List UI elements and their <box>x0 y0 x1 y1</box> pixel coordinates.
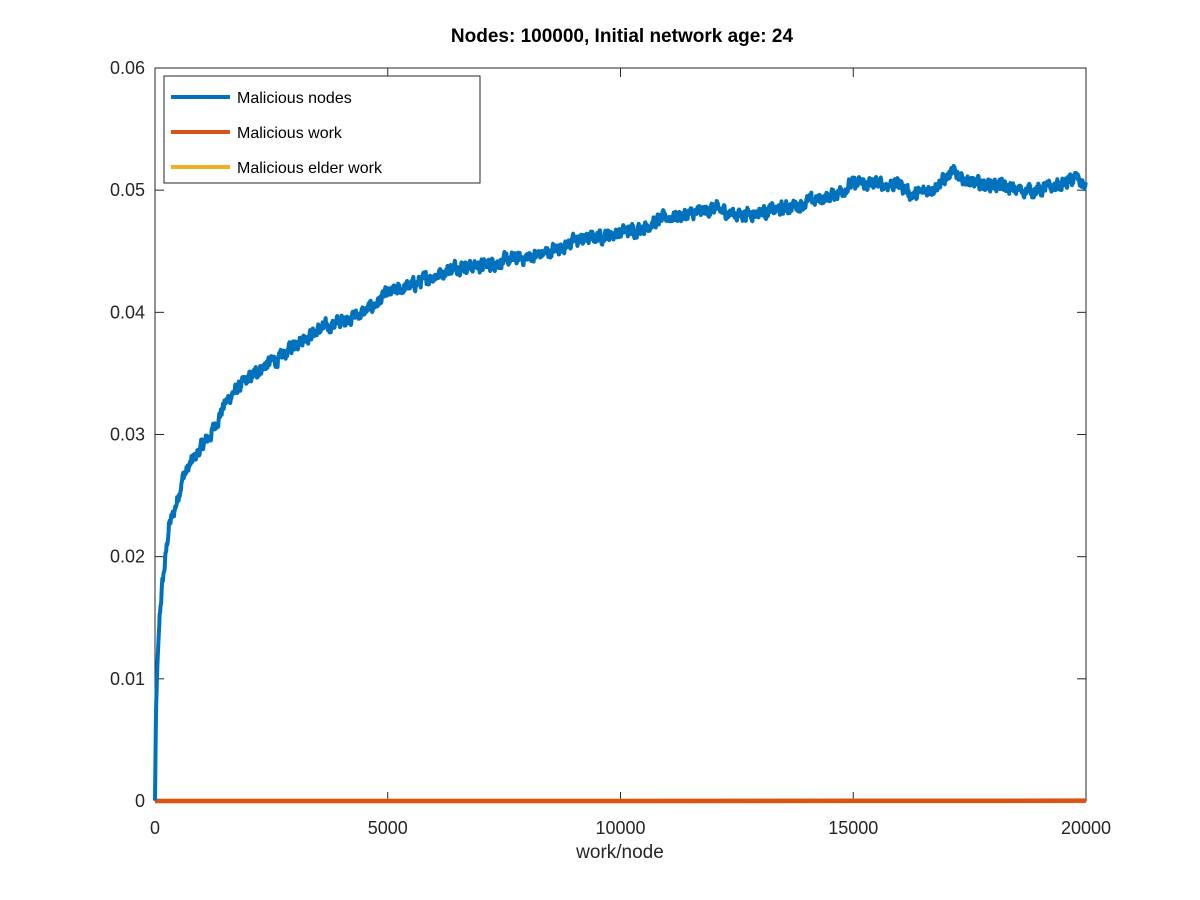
y-tick-label: 0 <box>135 791 145 811</box>
y-tick-label: 0.01 <box>110 669 145 689</box>
series-layer <box>153 163 1088 804</box>
chart-title: Nodes: 100000, Initial network age: 24 <box>451 26 794 47</box>
legend-label: Malicious elder work <box>237 160 383 177</box>
legend-label: Malicious nodes <box>237 90 352 107</box>
series-line-malicious-nodes <box>153 163 1088 801</box>
y-tick-label: 0.03 <box>110 425 145 445</box>
legend-label: Malicious work <box>237 125 343 142</box>
y-tick-label: 0.04 <box>110 302 145 322</box>
x-tick-label: 0 <box>150 818 160 838</box>
x-tick-label: 20000 <box>1061 818 1111 838</box>
legend: Malicious nodes Malicious work Malicious e… <box>163 75 481 184</box>
x-axis-label: work/node <box>575 842 664 863</box>
x-tick-label: 10000 <box>595 818 645 838</box>
x-tick-label: 5000 <box>368 818 408 838</box>
y-tick-label: 0.06 <box>110 58 145 78</box>
x-tick-label: 15000 <box>828 818 878 838</box>
y-tick-label: 0.05 <box>110 180 145 200</box>
y-tick-label: 0.02 <box>110 547 145 567</box>
axis-ticks: 0 5000 10000 15000 20000 0 0.01 0.02 0.03 0.04 0.0… <box>110 58 1111 838</box>
